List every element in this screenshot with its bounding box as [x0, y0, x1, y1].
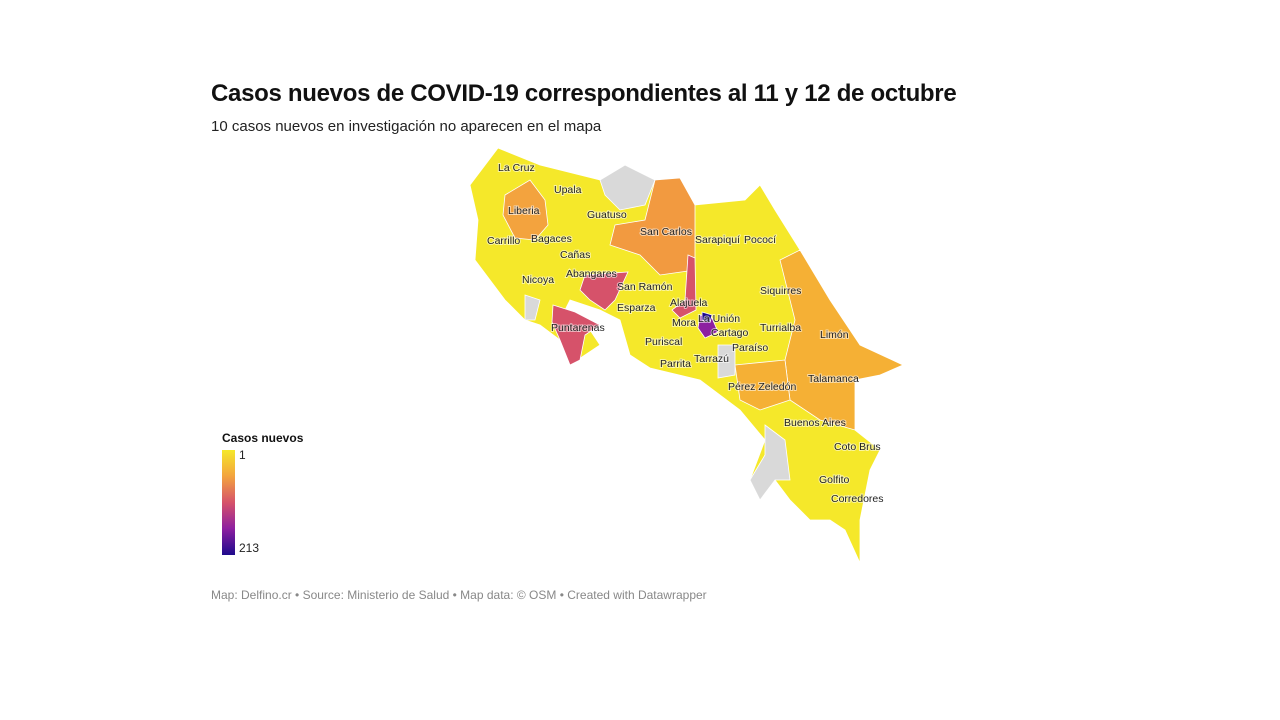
legend-color-scale — [222, 450, 235, 555]
map-label-parrita: Parrita — [660, 358, 691, 370]
region-tarrazu-nodata[interactable] — [717, 344, 736, 379]
map-label-pococi: Pococí — [744, 234, 776, 246]
map-label-bagaces: Bagaces — [531, 233, 572, 245]
chart-title: Casos nuevos de COVID-19 correspondiente… — [211, 80, 957, 107]
map-label-buenos-aires: Buenos Aires — [784, 417, 846, 429]
region-la-union[interactable] — [701, 311, 713, 323]
map-label-esparza: Esparza — [617, 302, 656, 314]
map-label-alajuela: Alajuela — [670, 297, 708, 309]
map-label-corredores: Corredores — [831, 493, 884, 505]
map-label-cartago: Cartago — [711, 327, 749, 339]
map-label-puriscal: Puriscal — [645, 336, 682, 348]
map-label-san-ramon: San Ramón — [617, 281, 673, 293]
map-label-carrillo: Carrillo — [487, 235, 520, 247]
map-label-siquirres: Siquirres — [760, 285, 801, 297]
map-label-la-union: La Unión — [698, 313, 740, 325]
region-esparza-nodata[interactable] — [524, 294, 541, 321]
map-label-turrialba: Turrialba — [760, 322, 801, 334]
map-label-talamanca: Talamanca — [808, 373, 859, 385]
map-label-golfito: Golfito — [819, 474, 850, 486]
map-label-limon: Limón — [820, 329, 849, 341]
map-label-canas: Cañas — [560, 249, 590, 261]
map-label-puntarenas: Puntarenas — [551, 322, 605, 334]
chart-subtitle: 10 casos nuevos en investigación no apar… — [211, 118, 602, 135]
region-perez-zeledon[interactable] — [734, 359, 791, 411]
region-north-border-nodata[interactable] — [599, 164, 656, 211]
footer-credits: Map: Delfino.cr • Source: Ministerio de … — [211, 588, 707, 602]
map-label-mora: Mora — [672, 317, 696, 329]
map-label-upala: Upala — [554, 184, 582, 196]
legend-min-label: 1 — [239, 448, 246, 462]
region-liberia[interactable] — [502, 179, 549, 241]
map-label-perez-zeledon: Pérez Zeledón — [728, 381, 796, 393]
map-label-abangares: Abangares — [566, 268, 617, 280]
map-label-sarapiqui: Sarapiquí — [695, 234, 740, 246]
map-label-tarrazu: Tarrazú — [694, 353, 729, 365]
legend-max-label: 213 — [239, 541, 260, 555]
country-outline[interactable] — [469, 147, 904, 564]
region-san-ramon[interactable] — [579, 271, 629, 311]
region-osa-nodata[interactable] — [749, 424, 791, 501]
map-label-paraiso: Paraíso — [732, 342, 768, 354]
region-san-carlos[interactable] — [609, 177, 696, 276]
map-label-coto-brus: Coto Brus — [834, 441, 881, 453]
map-label-la-cruz: La Cruz — [498, 162, 535, 174]
legend-title: Casos nuevos — [222, 431, 304, 445]
map-label-liberia: Liberia — [508, 205, 540, 217]
region-alajuela[interactable] — [671, 254, 697, 319]
region-puntarenas[interactable] — [551, 304, 601, 366]
map-label-san-carlos: San Carlos — [640, 226, 692, 238]
map-label-nicoya: Nicoya — [522, 274, 554, 286]
map-label-guatuso: Guatuso — [587, 209, 627, 221]
